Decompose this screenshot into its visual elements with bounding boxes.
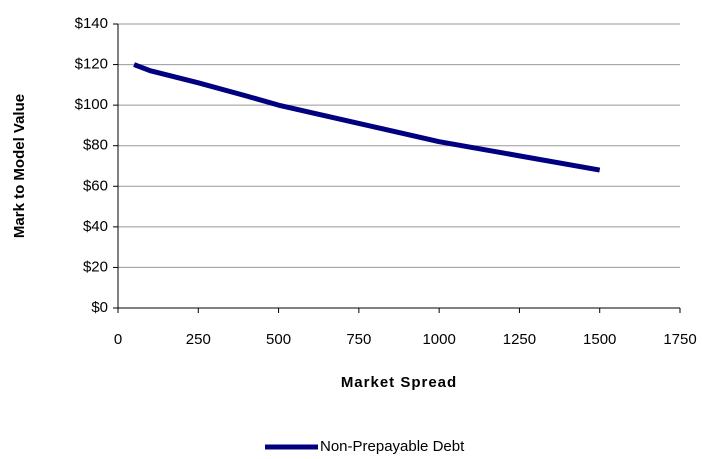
x-tick-label: 1500 bbox=[583, 331, 616, 348]
x-axis-title: Market Spread bbox=[341, 374, 457, 391]
y-axis-title: Mark to Model Value bbox=[11, 94, 28, 238]
x-tick-label: 1000 bbox=[422, 331, 455, 348]
y-tick-label: $120 bbox=[75, 56, 108, 73]
x-tick-label: 0 bbox=[114, 331, 122, 348]
y-tick-label: $0 bbox=[91, 299, 108, 316]
y-tick-label: $20 bbox=[83, 258, 108, 275]
y-tick-label: $140 bbox=[75, 15, 108, 32]
x-tick-label: 750 bbox=[346, 331, 371, 348]
y-tick-label: $100 bbox=[75, 96, 108, 113]
x-tick-label: 1750 bbox=[663, 331, 696, 348]
x-tick-label: 1250 bbox=[503, 331, 536, 348]
x-tick-label: 500 bbox=[266, 331, 291, 348]
x-tick-label: 250 bbox=[186, 331, 211, 348]
series-line bbox=[133, 62, 601, 173]
y-tick-label: $80 bbox=[83, 137, 108, 154]
legend-label: Non-Prepayable Debt bbox=[320, 438, 465, 455]
y-tick-label: $40 bbox=[83, 218, 108, 235]
y-tick-label: $60 bbox=[83, 177, 108, 194]
